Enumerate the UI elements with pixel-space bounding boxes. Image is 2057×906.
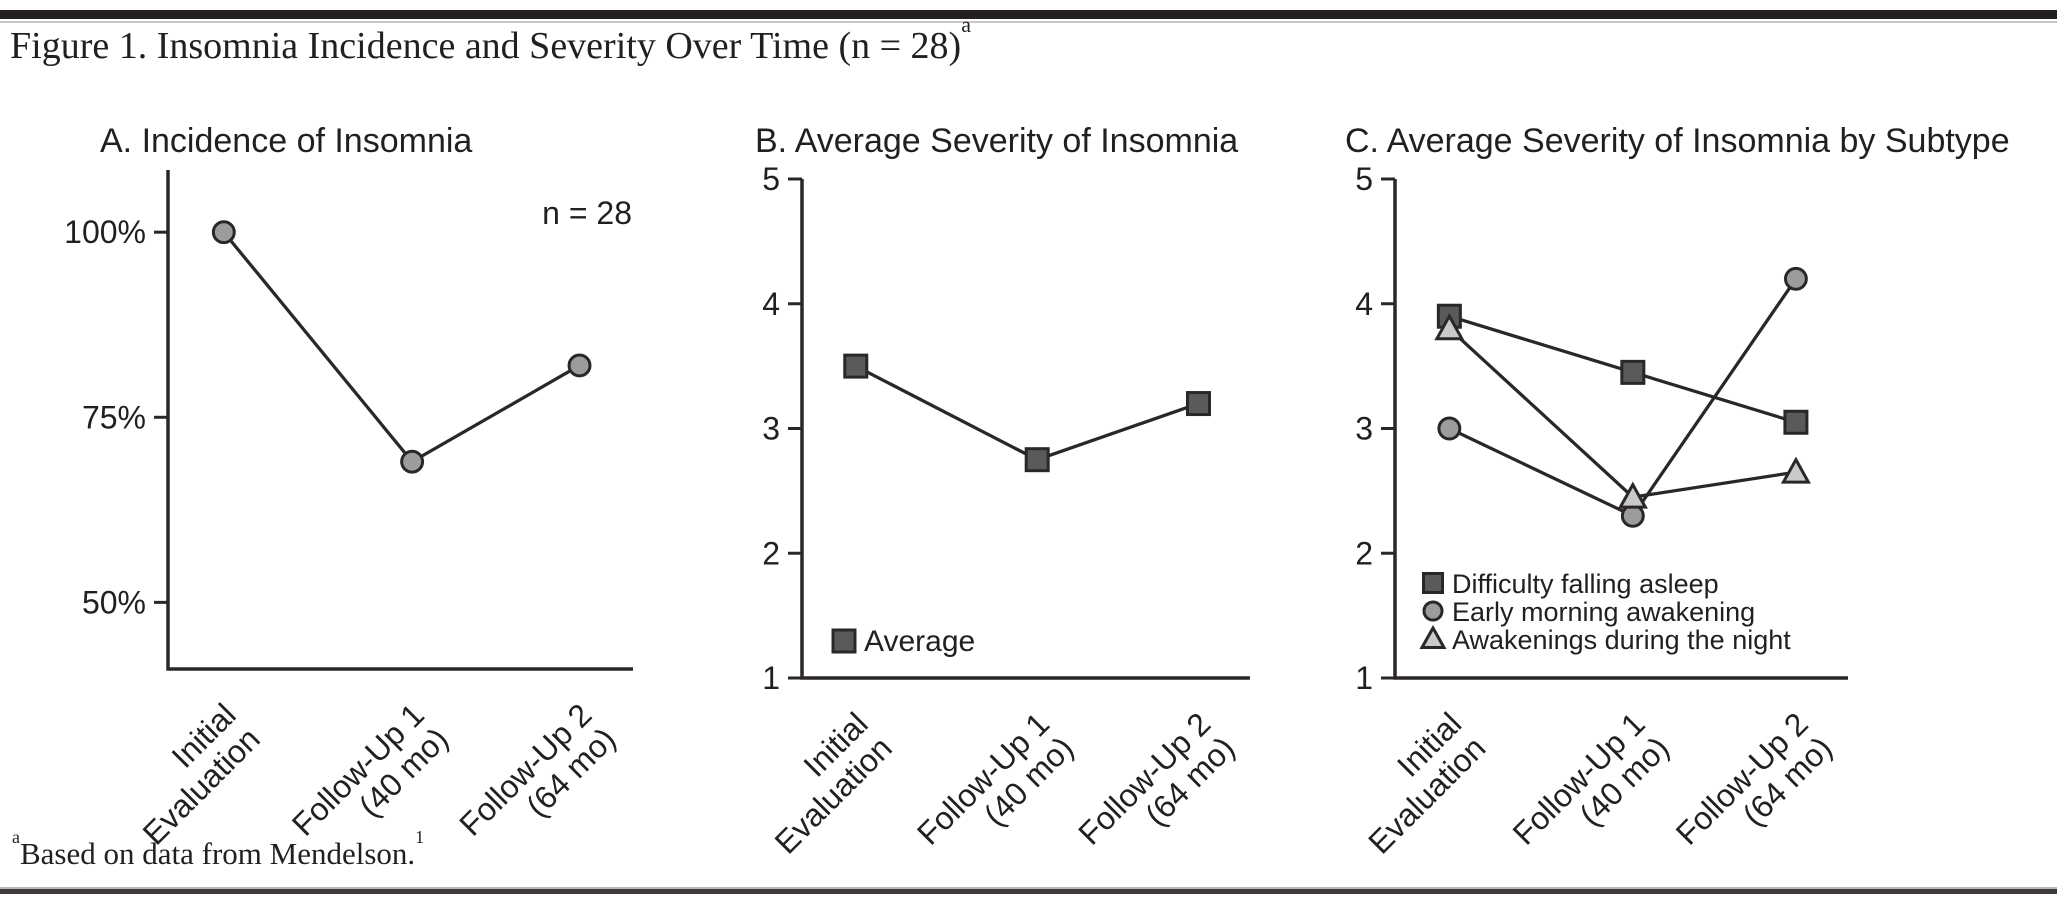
- x-category-label: InitialEvaluation: [1337, 705, 1492, 860]
- sample-size-annotation: n = 28: [542, 195, 632, 231]
- svg-text:Follow-Up 2(64 mo): Follow-Up 2(64 mo): [452, 696, 622, 866]
- y-tick-label: 2: [762, 535, 780, 571]
- circle-marker: [400, 449, 425, 474]
- y-tick-label: 5: [762, 161, 780, 197]
- circle-marker: [567, 353, 592, 378]
- triangle-marker: [1434, 313, 1465, 341]
- bottom-rule: [0, 889, 2057, 894]
- data-series-line: [222, 231, 581, 464]
- footnote-reference-superscript: 1: [415, 826, 425, 847]
- square-marker: [831, 628, 857, 654]
- square-marker: [1024, 447, 1050, 473]
- square-marker: [1422, 572, 1444, 594]
- svg-text:Follow-Up 2(64 mo): Follow-Up 2(64 mo): [1071, 705, 1241, 875]
- svg-text:Follow-Up 1(40 mo): Follow-Up 1(40 mo): [910, 705, 1080, 875]
- figure-title: Figure 1. Insomnia Incidence and Severit…: [10, 14, 971, 68]
- svg-text:Follow-Up 1(40 mo): Follow-Up 1(40 mo): [1506, 705, 1676, 875]
- data-series-line: [855, 364, 1200, 462]
- axes: [166, 170, 633, 671]
- x-category-label: Follow-Up 1(40 mo): [910, 705, 1080, 875]
- y-tick-label: 75%: [82, 399, 146, 435]
- triangle-marker: [1419, 624, 1447, 649]
- footnote: aBased on data from Mendelson.1: [12, 828, 424, 872]
- legend: Average: [831, 625, 975, 658]
- triangle-marker: [1780, 456, 1811, 484]
- figure-title-text: Figure 1. Insomnia Incidence and Severit…: [10, 25, 962, 67]
- square-marker: [1620, 359, 1646, 385]
- svg-text:InitialEvaluation: InitialEvaluation: [112, 696, 267, 851]
- legend-label: Average: [864, 625, 975, 658]
- bottom-rule-shadow: [0, 887, 2057, 889]
- x-category-label: Follow-Up 1(40 mo): [1506, 705, 1676, 875]
- figure-title-superscript: a: [961, 12, 971, 38]
- svg-text:InitialEvaluation: InitialEvaluation: [1337, 705, 1492, 860]
- y-tick-label: 4: [762, 286, 780, 322]
- y-tick-label: 3: [762, 411, 780, 447]
- x-category-label: Follow-Up 2(64 mo): [1669, 705, 1839, 875]
- legend-label: Awakenings during the night: [1452, 625, 1791, 655]
- square-marker: [1783, 409, 1809, 435]
- square-marker: [1185, 391, 1211, 417]
- panel-c: C. Average Severity of Insomnia by Subty…: [1337, 122, 2010, 875]
- y-tick-label: 1: [762, 660, 780, 696]
- triangle-marker: [1617, 481, 1648, 509]
- top-rule: [0, 10, 2057, 19]
- x-category-label: Follow-Up 2(64 mo): [452, 696, 622, 866]
- x-category-label: InitialEvaluation: [112, 696, 267, 851]
- y-tick-label: 5: [1355, 161, 1373, 197]
- panel-title: A. Incidence of Insomnia: [100, 122, 472, 160]
- legend-label: Difficulty falling asleep: [1452, 569, 1719, 599]
- svg-text:InitialEvaluation: InitialEvaluation: [744, 705, 899, 860]
- circle-marker: [211, 220, 236, 245]
- y-tick-label: 1: [1355, 660, 1373, 696]
- y-tick-label: 100%: [64, 214, 146, 250]
- axes: [800, 179, 1250, 680]
- x-category-label: Follow-Up 2(64 mo): [1071, 705, 1241, 875]
- x-category-label: InitialEvaluation: [744, 705, 899, 860]
- panel-title: C. Average Severity of Insomnia by Subty…: [1345, 122, 2010, 160]
- svg-text:Follow-Up 2(64 mo): Follow-Up 2(64 mo): [1669, 705, 1839, 875]
- y-tick-label: 2: [1355, 535, 1373, 571]
- footnote-superscript: a: [12, 826, 20, 847]
- square-marker: [843, 353, 869, 379]
- top-rule-shadow: [0, 21, 2057, 23]
- y-tick-label: 4: [1355, 286, 1373, 322]
- circle-marker: [1783, 266, 1808, 291]
- circle-marker: [1422, 600, 1444, 622]
- legend-label: Early morning awakening: [1452, 597, 1755, 627]
- circle-marker: [1437, 416, 1462, 441]
- y-tick-label: 3: [1355, 411, 1373, 447]
- footnote-text: Based on data from Mendelson.: [19, 836, 416, 871]
- panel-title: B. Average Severity of Insomnia: [755, 122, 1238, 160]
- panel-a: A. Incidence of Insomnia 100% 75% 50% Initia…: [64, 122, 633, 866]
- y-tick-label: 50%: [82, 584, 146, 620]
